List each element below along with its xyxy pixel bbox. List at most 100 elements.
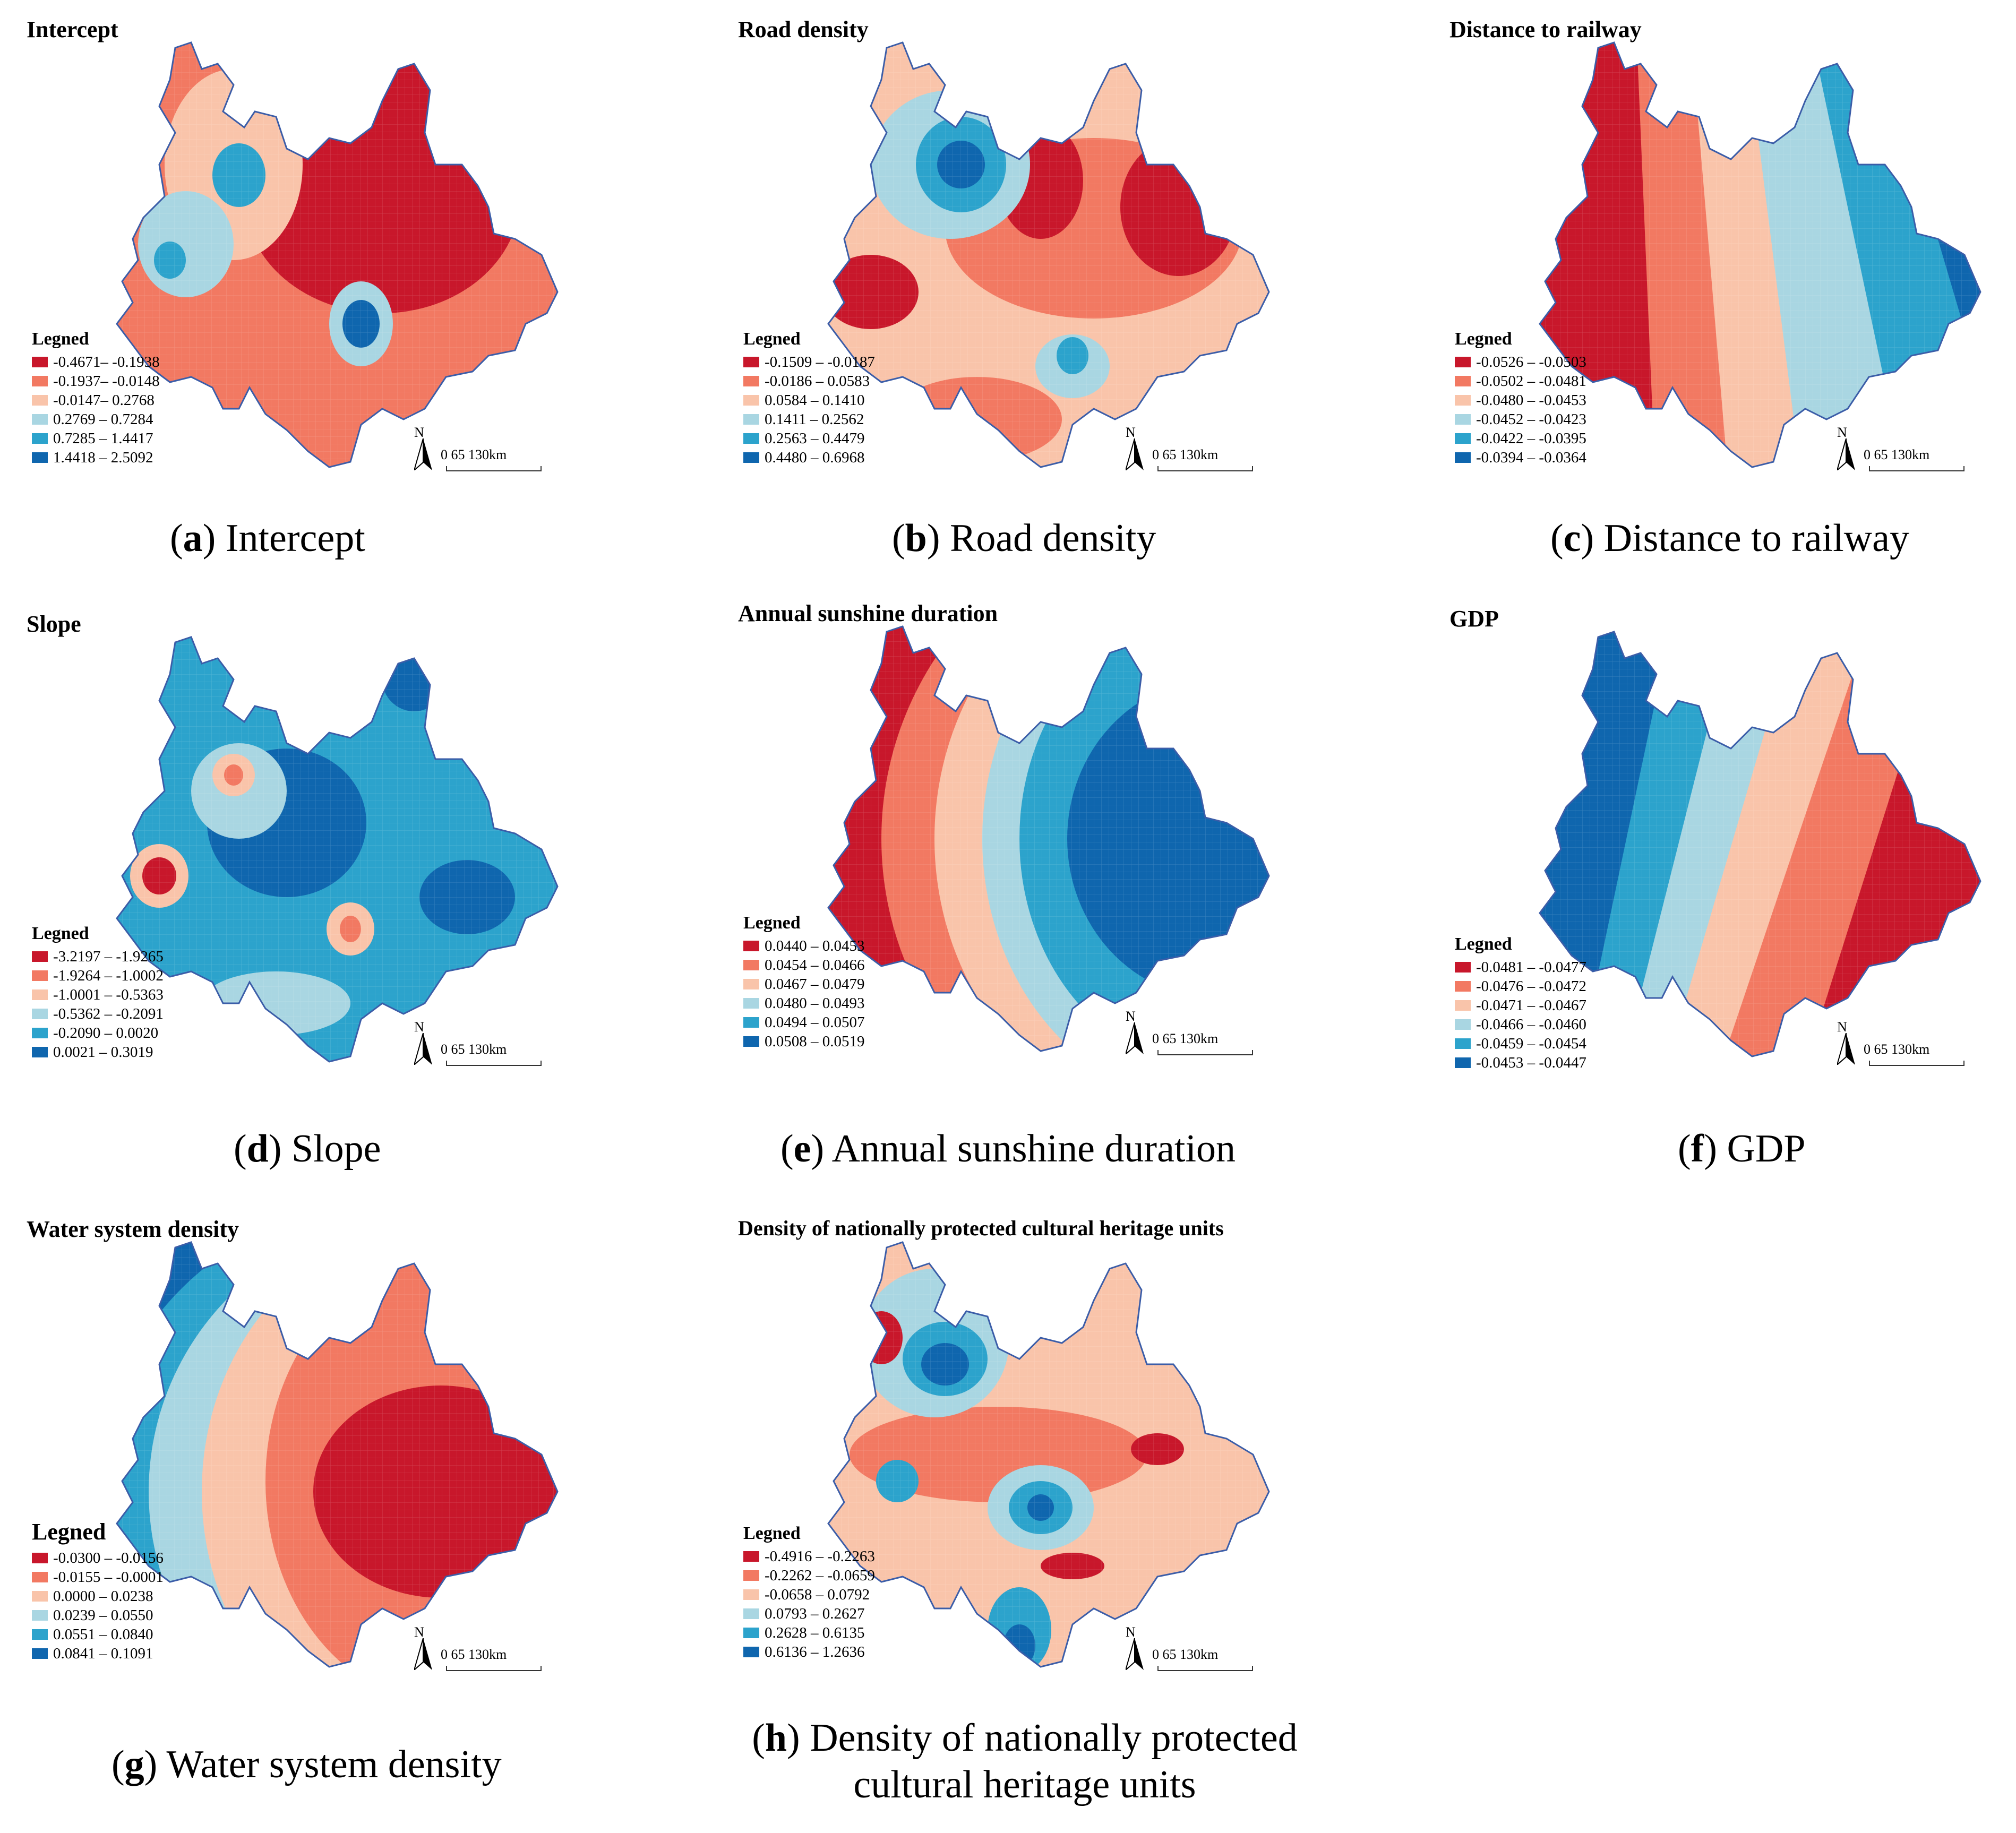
- legend-label: 0.0793 – 0.2627: [765, 1605, 865, 1622]
- legend-label: -1.9264 – -1.0002: [53, 967, 164, 984]
- choropleth-map: [1539, 631, 1981, 1057]
- legend-label: -0.0452 – -0.0423: [1476, 410, 1586, 428]
- legend-label: 1.4418 – 2.5092: [53, 449, 153, 466]
- legend: Legned 0.0440 – 0.0453 0.0454 – 0.0466 0…: [743, 913, 865, 1051]
- legend-item: -0.0453 – -0.0447: [1455, 1053, 1586, 1072]
- legend-item: -0.0502 – -0.0481: [1455, 372, 1586, 391]
- legend-label: 0.2563 – 0.4479: [765, 429, 865, 447]
- legend-item: -0.0658 – 0.0792: [743, 1585, 875, 1604]
- legend-item: 0.2563 – 0.4479: [743, 429, 875, 448]
- caption-letter: a: [183, 517, 203, 560]
- scale-label: 0 65 130km: [1152, 1031, 1219, 1046]
- legend-item: -0.0147– 0.2768: [32, 391, 160, 410]
- legend-item: 0.0440 – 0.0453: [743, 936, 865, 956]
- legend: Legned -0.4671– -0.1938 -0.1937– -0.0148…: [32, 329, 160, 467]
- legend-label: 0.0841 – 0.1091: [53, 1645, 153, 1662]
- legend-label: 0.2769 – 0.7284: [53, 410, 153, 428]
- panel-caption: (b) Road density: [892, 517, 1156, 560]
- choropleth-map: [1539, 41, 1981, 468]
- legend-item: -0.0155 – -0.0001: [32, 1568, 164, 1587]
- legend-heading: Legned: [743, 913, 801, 933]
- caption-letter: c: [1563, 517, 1581, 560]
- north-arrow-icon: [414, 438, 432, 470]
- north-arrow-scalebar: N 0 65 130km: [414, 1019, 552, 1078]
- scale-label: 0 65 130km: [441, 1042, 507, 1057]
- legend-label: -0.4671– -0.1938: [53, 353, 160, 371]
- legend-heading: Legned: [1455, 934, 1512, 954]
- legend-item: 0.0793 – 0.2627: [743, 1604, 875, 1623]
- caption-text: Distance to railway: [1603, 517, 1910, 560]
- legend-label: 0.2628 – 0.6135: [765, 1624, 865, 1641]
- legend-label: -0.0481 – -0.0477: [1476, 958, 1586, 976]
- panel-distance-to-railway: Distance to railway Legned -0.0526 – -0.…: [1434, 5, 2016, 589]
- legend-item: 0.0841 – 0.1091: [32, 1644, 164, 1663]
- legend-item: 0.0000 – 0.0238: [32, 1587, 164, 1606]
- panel-gdp: GDP Legned -0.0481 – -0.0477 -0.0476 – -…: [1434, 595, 2016, 1178]
- north-arrow-icon: [1126, 1022, 1144, 1054]
- caption-letter: e: [793, 1127, 811, 1171]
- legend-label: 0.0494 – 0.0507: [765, 1013, 865, 1031]
- scale-label: 0 65 130km: [441, 1647, 507, 1662]
- legend-heading: Legned: [743, 1524, 801, 1543]
- panel-intercept: Intercept Legned -0.4671– -0.1938 -0.193…: [11, 5, 669, 589]
- legend-label: 0.4480 – 0.6968: [765, 449, 865, 466]
- scale-bar: [1157, 1050, 1253, 1055]
- legend-label: -0.2262 – -0.0659: [765, 1567, 875, 1584]
- north-arrow-scalebar: N 0 65 130km: [1126, 1009, 1264, 1067]
- north-arrow-scalebar: N 0 65 130km: [1837, 425, 1975, 483]
- north-label: N: [1126, 1624, 1136, 1640]
- scale-bar: [1157, 466, 1253, 471]
- caption-line-1: (h) Density of nationally protected: [752, 1716, 1298, 1760]
- legend-item: -0.0480 – -0.0453: [1455, 391, 1586, 410]
- panel-title: Intercept: [27, 16, 118, 42]
- legend-label: -0.0422 – -0.0395: [1476, 429, 1586, 447]
- legend-item: 0.2628 – 0.6135: [743, 1623, 875, 1642]
- legend-item: -0.0466 – -0.0460: [1455, 1015, 1586, 1034]
- legend-item: 0.4480 – 0.6968: [743, 448, 875, 467]
- choropleth-map: [116, 41, 559, 468]
- panel-annual-sunshine-duration: Annual sunshine duration Legned 0.0440 –…: [722, 589, 1380, 1173]
- legend-label: -0.0394 – -0.0364: [1476, 449, 1586, 466]
- north-arrow-icon: [1837, 438, 1855, 470]
- caption-text: Slope: [291, 1127, 381, 1171]
- choropleth-map: [116, 1241, 559, 1668]
- panel-cultural-heritage-density: Density of nationally protected cultural…: [722, 1205, 1380, 1806]
- north-label: N: [414, 1624, 424, 1640]
- north-arrow-scalebar: N 0 65 130km: [414, 425, 552, 483]
- legend-label: 0.0454 – 0.0466: [765, 956, 865, 974]
- legend-label: -0.0476 – -0.0472: [1476, 977, 1586, 995]
- caption-letter: b: [905, 517, 927, 560]
- caption-text: Road density: [949, 517, 1156, 560]
- legend: Legned -0.0300 – -0.0156 -0.0155 – -0.00…: [32, 1518, 164, 1663]
- panel-caption: (a) Intercept: [170, 517, 365, 560]
- legend-label: -0.0155 – -0.0001: [53, 1568, 164, 1586]
- north-arrow-icon: [414, 1033, 432, 1065]
- panel-title: Road density: [738, 16, 869, 42]
- legend-item: 0.0551 – 0.0840: [32, 1625, 164, 1644]
- scale-bar: [1869, 1061, 1964, 1066]
- caption-letter: h: [765, 1716, 787, 1760]
- panel-caption: (c) Distance to railway: [1550, 517, 1910, 560]
- grid-cells: [117, 637, 557, 1062]
- legend-label: -0.0480 – -0.0453: [1476, 391, 1586, 409]
- legend-item: -0.4671– -0.1938: [32, 352, 160, 372]
- north-arrow-scalebar: N 0 65 130km: [414, 1624, 552, 1683]
- legend-item: -0.0186 – 0.0583: [743, 372, 875, 391]
- legend-item: -0.4916 – -0.2263: [743, 1547, 875, 1566]
- panel-slope: Slope Legned -3.2197 – -1.9265 -1.9264 –…: [11, 600, 669, 1184]
- legend-label: 0.0508 – 0.0519: [765, 1032, 865, 1050]
- north-label: N: [1837, 425, 1847, 440]
- legend: Legned -3.2197 – -1.9265 -1.9264 – -1.00…: [32, 924, 164, 1062]
- legend-heading: Legned: [32, 924, 89, 943]
- legend-item: -0.0476 – -0.0472: [1455, 977, 1586, 996]
- legend-heading: Legned: [743, 329, 801, 349]
- panel-title: GDP: [1449, 606, 1499, 632]
- legend: Legned -0.0481 – -0.0477 -0.0476 – -0.04…: [1455, 934, 1586, 1072]
- legend-item: 0.0239 – 0.0550: [32, 1606, 164, 1625]
- caption-text: Density of nationally protected: [810, 1716, 1298, 1760]
- panel-water-system-density: Water system density Legned -0.0300 – -0…: [11, 1205, 669, 1789]
- caption-letter: d: [246, 1127, 269, 1171]
- choropleth-map: [827, 41, 1270, 468]
- legend-label: 0.0000 – 0.0238: [53, 1587, 153, 1605]
- legend-item: 0.0480 – 0.0493: [743, 994, 865, 1013]
